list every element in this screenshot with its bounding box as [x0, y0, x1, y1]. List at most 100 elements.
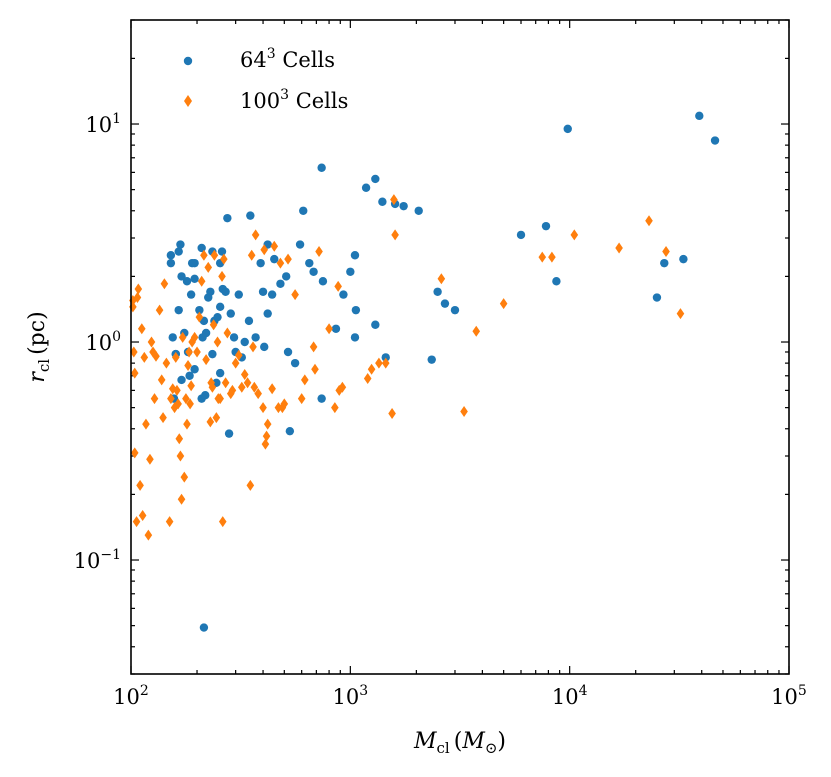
point-100-cells	[548, 251, 556, 263]
point-100-cells	[133, 292, 142, 304]
point-64-cells	[295, 240, 305, 249]
point-100-cells	[129, 295, 137, 307]
point-100-cells	[210, 249, 219, 261]
point-100-cells	[142, 418, 150, 430]
point-100-cells	[331, 402, 339, 414]
point-100-cells	[129, 301, 137, 313]
point-100-cells	[155, 304, 164, 316]
point-100-cells	[178, 331, 187, 343]
point-100-cells	[150, 393, 159, 405]
point-100-cells	[197, 275, 206, 287]
point-64-cells	[221, 287, 230, 296]
point-100-cells	[254, 388, 262, 400]
point-64-cells	[350, 251, 360, 260]
point-100-cells	[300, 374, 309, 386]
legend-label-64: 643 Cells	[240, 46, 335, 72]
point-64-cells	[339, 290, 348, 299]
point-100-cells	[180, 471, 189, 483]
point-100-cells	[237, 381, 246, 393]
point-100-cells	[472, 325, 481, 337]
point-100-cells	[176, 450, 185, 462]
point-64-cells	[299, 206, 308, 215]
point-100-cells	[204, 261, 213, 273]
point-100-cells	[243, 377, 252, 389]
point-100-cells	[147, 336, 156, 348]
point-100-cells	[338, 381, 347, 393]
point-100-cells	[325, 323, 333, 335]
y-tick-label: 101	[85, 111, 121, 137]
point-64-cells	[318, 277, 328, 286]
point-100-cells	[391, 229, 399, 241]
point-100-cells	[160, 278, 169, 290]
point-100-cells	[137, 323, 146, 335]
point-100-cells	[499, 298, 508, 310]
point-100-cells	[367, 363, 376, 375]
point-100-cells	[159, 412, 167, 424]
point-64-cells	[201, 391, 210, 400]
point-100-cells	[262, 430, 271, 442]
point-64-cells	[433, 287, 442, 296]
point-64-cells	[201, 328, 211, 338]
point-64-cells	[190, 365, 199, 374]
point-100-cells	[140, 351, 149, 363]
x-tick-label: 103	[333, 683, 369, 709]
point-100-cells	[130, 346, 138, 358]
point-64-cells	[351, 305, 361, 315]
point-64-cells	[182, 277, 192, 286]
point-64-cells	[177, 272, 186, 281]
point-100-cells	[138, 510, 147, 522]
point-64-cells	[652, 293, 662, 302]
point-64-cells	[224, 429, 234, 438]
point-100-cells	[165, 516, 174, 528]
point-100-cells	[221, 377, 230, 389]
point-64-cells	[660, 258, 669, 268]
point-64-cells	[331, 324, 341, 333]
point-100-cells	[246, 479, 255, 491]
point-100-cells	[182, 393, 190, 405]
point-64-cells	[234, 290, 243, 299]
point-100-cells	[291, 289, 299, 301]
point-64-cells	[258, 287, 268, 296]
point-100-cells	[676, 308, 685, 320]
point-100-cells	[218, 270, 226, 282]
point-64-cells	[317, 163, 326, 172]
point-100-cells	[274, 402, 283, 414]
point-100-cells	[315, 246, 323, 258]
point-100-cells	[270, 240, 279, 252]
point-100-cells	[186, 398, 194, 410]
y-axis-label: rcl(pc)	[25, 311, 53, 382]
point-64-cells	[285, 426, 295, 436]
point-64-cells	[695, 111, 704, 121]
point-100-cells	[437, 273, 446, 285]
point-100-cells	[209, 319, 218, 331]
point-100-cells	[167, 393, 175, 405]
point-100-cells	[280, 398, 289, 410]
point-100-cells	[276, 257, 285, 269]
point-100-cells	[134, 283, 143, 295]
point-64-cells	[215, 368, 225, 378]
point-100-cells	[249, 341, 257, 353]
point-100-cells	[226, 388, 235, 400]
point-100-cells	[250, 381, 259, 393]
point-100-cells	[174, 398, 182, 410]
point-64-cells	[710, 136, 720, 145]
point-100-cells	[363, 373, 372, 385]
point-100-cells	[185, 346, 193, 358]
legend-marker-64	[183, 56, 193, 66]
point-100-cells	[570, 229, 579, 241]
point-64-cells	[240, 337, 249, 347]
point-64-cells	[350, 333, 360, 342]
point-64-cells	[450, 305, 460, 315]
point-64-cells	[176, 240, 185, 249]
point-100-cells	[260, 244, 269, 256]
point-64-cells	[309, 267, 318, 276]
y-tick-label: 100	[85, 329, 121, 355]
point-100-cells	[162, 357, 171, 369]
point-64-cells	[516, 230, 526, 240]
point-64-cells	[223, 213, 232, 223]
point-64-cells	[317, 394, 326, 403]
point-64-cells	[217, 247, 227, 256]
point-64-cells	[190, 258, 199, 268]
